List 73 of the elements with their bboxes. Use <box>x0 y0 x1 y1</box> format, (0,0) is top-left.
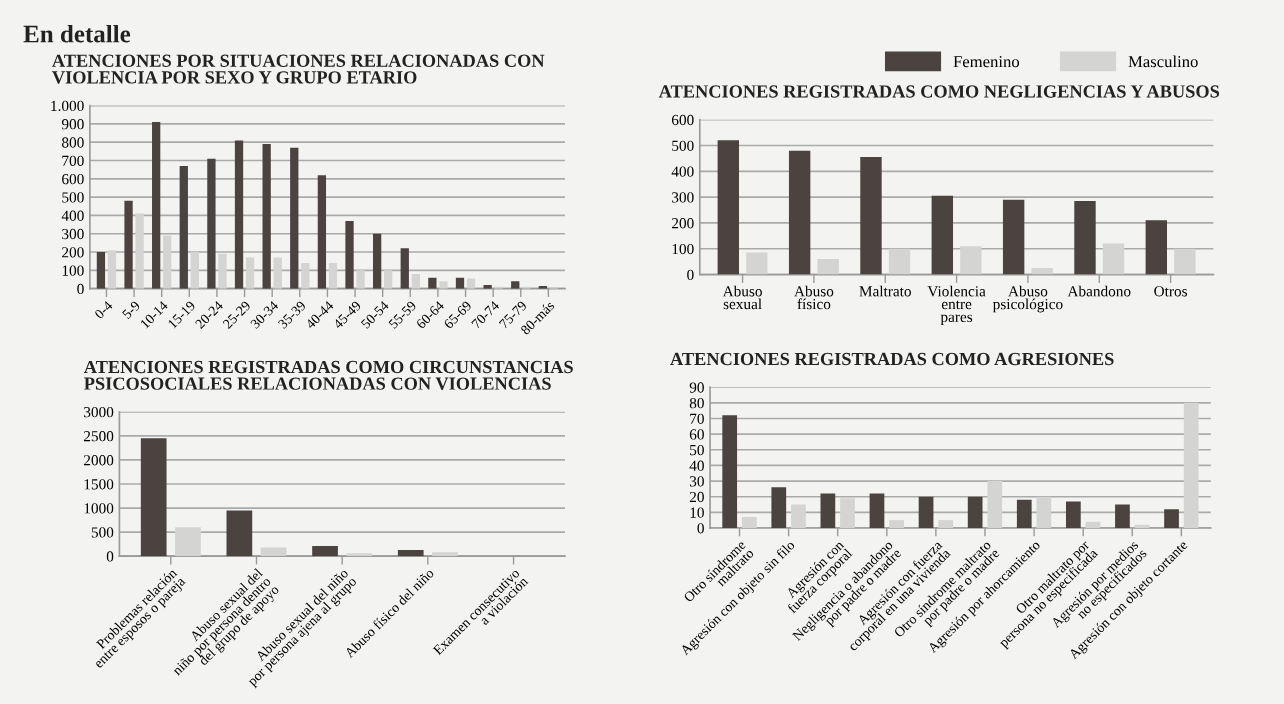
bar <box>840 498 855 528</box>
bar <box>1183 402 1199 528</box>
bar <box>960 246 982 275</box>
bar <box>1102 243 1125 275</box>
bar <box>741 517 757 528</box>
bar <box>356 270 365 289</box>
chart-title: ATENCIONES REGISTRADAS COMO CIRCUNSTANCIAS PSICOSOCIALES RELACIONADAS CON VIOLENCIAS <box>83 360 573 390</box>
bar <box>372 233 382 289</box>
bar <box>1036 496 1052 528</box>
bar <box>190 252 199 289</box>
bar <box>1085 521 1101 528</box>
bar <box>124 200 133 289</box>
bar <box>245 257 255 289</box>
bar <box>1145 220 1168 275</box>
text: En detalle <box>23 24 131 43</box>
bar <box>817 259 839 275</box>
bar <box>207 158 216 289</box>
bar <box>179 166 188 289</box>
bar <box>226 510 253 557</box>
bar <box>987 481 1003 528</box>
bar <box>1174 248 1196 275</box>
bar <box>290 147 299 289</box>
bar <box>428 277 437 289</box>
bar <box>218 253 227 289</box>
bar <box>411 274 420 289</box>
bar <box>967 496 983 528</box>
bar <box>163 235 172 289</box>
bar <box>96 252 106 289</box>
bar <box>746 252 768 275</box>
bar <box>889 520 904 528</box>
bar <box>439 281 448 289</box>
bar <box>273 257 282 289</box>
chart-title: ATENCIONES REGISTRADAS COMO NEGLIGENCIAS Y ABUSOS <box>658 85 1220 98</box>
bar <box>260 547 287 557</box>
bar <box>717 140 740 275</box>
bar <box>140 438 167 557</box>
bar <box>262 144 271 289</box>
bar <box>888 248 911 275</box>
bar <box>400 248 409 289</box>
chart-title: ATENCIONES POR SITUACIONES RELACIONADAS CON VIOLENCIA POR SEXO Y GRUPO ETARIO <box>52 54 545 84</box>
chart-title: ATENCIONES REGISTRADAS COMO AGRESIONES <box>670 352 1114 366</box>
bar <box>175 527 201 557</box>
bar <box>312 546 338 557</box>
bar <box>1164 509 1179 528</box>
bar <box>1031 268 1053 275</box>
bar <box>1074 200 1096 275</box>
bar <box>152 122 161 289</box>
bar <box>788 150 811 275</box>
bar <box>1115 504 1130 528</box>
bar <box>869 493 885 528</box>
bar <box>397 549 424 557</box>
bar <box>135 213 144 289</box>
bar <box>722 415 738 528</box>
bar <box>860 157 882 275</box>
bar <box>1065 501 1081 528</box>
bar <box>317 175 327 289</box>
bar <box>107 250 117 289</box>
bar <box>1016 499 1032 528</box>
bar <box>511 281 520 289</box>
bar <box>1002 199 1025 275</box>
bar <box>345 220 354 289</box>
bar <box>791 504 806 528</box>
legend-label: Masculino <box>1128 55 1198 68</box>
bar <box>820 493 836 528</box>
bar <box>384 270 393 289</box>
bar <box>918 496 934 528</box>
bar <box>771 487 787 528</box>
bar <box>931 195 954 275</box>
bar <box>938 520 954 528</box>
bar <box>328 263 338 289</box>
legend-label: Femenino <box>953 56 1020 68</box>
bar <box>234 140 244 289</box>
bar <box>301 263 310 289</box>
